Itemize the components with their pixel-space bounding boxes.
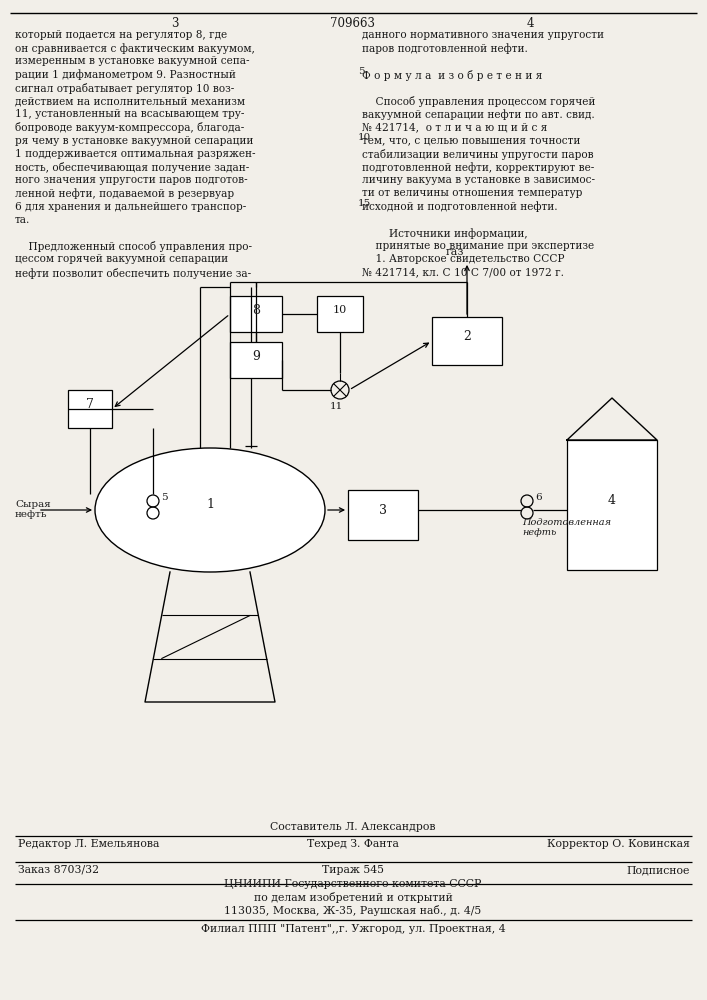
Text: № 421714, кл. С 10 С 7/00 от 1972 г.: № 421714, кл. С 10 С 7/00 от 1972 г. [362, 268, 564, 278]
Text: ность, обеспечивающая получение задан-: ность, обеспечивающая получение задан- [15, 162, 250, 173]
Text: Способ управления процессом горячей: Способ управления процессом горячей [362, 96, 595, 107]
Text: 8: 8 [252, 304, 260, 316]
Bar [567, 440, 657, 570]
Bar [348, 490, 418, 540]
Text: Предложенный способ управления про-: Предложенный способ управления про- [15, 241, 252, 252]
Text: Подписное: Подписное [626, 865, 690, 875]
Text: цессом горячей вакуумной сепарации: цессом горячей вакуумной сепарации [15, 254, 228, 264]
Text: ленной нефти, подаваемой в резервуар: ленной нефти, подаваемой в резервуар [15, 188, 234, 199]
Text: Источники информации,: Источники информации, [362, 228, 527, 239]
Text: 3: 3 [171, 17, 179, 30]
Text: рации 1 дифманометром 9. Разностный: рации 1 дифманометром 9. Разностный [15, 70, 236, 80]
Text: он сравнивается с фактическим вакуумом,: он сравнивается с фактическим вакуумом, [15, 43, 255, 54]
Text: 7: 7 [86, 398, 94, 412]
Text: Тираж 545: Тираж 545 [322, 865, 384, 875]
Text: принятые во внимание при экспертизе: принятые во внимание при экспертизе [362, 241, 594, 251]
Text: вакуумной сепарации нефти по авт. свид.: вакуумной сепарации нефти по авт. свид. [362, 109, 595, 120]
Text: 113035, Москва, Ж-35, Раушская наб., д. 4/5: 113035, Москва, Ж-35, Раушская наб., д. … [224, 905, 481, 916]
Text: 11: 11 [329, 402, 343, 411]
Text: Филиал ППП "Патент",,г. Ужгород, ул. Проектная, 4: Филиал ППП "Патент",,г. Ужгород, ул. Про… [201, 924, 506, 934]
Text: 5: 5 [358, 67, 365, 76]
Text: Корректор О. Ковинская: Корректор О. Ковинская [547, 839, 690, 849]
Bar [230, 296, 282, 332]
Text: № 421714,  о т л и ч а ю щ и й с я: № 421714, о т л и ч а ю щ и й с я [362, 122, 547, 132]
Text: газ: газ [446, 247, 464, 257]
Text: 709663: 709663 [330, 17, 375, 30]
Text: 4: 4 [608, 494, 616, 508]
Text: 5: 5 [161, 493, 168, 502]
Ellipse shape [95, 448, 325, 572]
Text: тем, что, с целью повышения точности: тем, что, с целью повышения точности [362, 136, 580, 146]
Text: ЦНИИПИ Государственного комитета СССР: ЦНИИПИ Государственного комитета СССР [224, 879, 481, 889]
Text: 6 для хранения и дальнейшего транспор-: 6 для хранения и дальнейшего транспор- [15, 202, 246, 212]
Text: Заказ 8703/32: Заказ 8703/32 [18, 865, 99, 875]
Text: действием на исполнительный механизм: действием на исполнительный механизм [15, 96, 245, 106]
Text: 1: 1 [206, 498, 214, 512]
Text: стабилизации величины упругости паров: стабилизации величины упругости паров [362, 149, 594, 160]
Text: Ф о р м у л а  и з о б р е т е н и я: Ф о р м у л а и з о б р е т е н и я [362, 70, 542, 81]
Text: исходной и подготовленной нефти.: исходной и подготовленной нефти. [362, 202, 558, 212]
Text: нефти позволит обеспечить получение за-: нефти позволит обеспечить получение за- [15, 268, 251, 279]
Text: сигнал отрабатывает регулятор 10 воз-: сигнал отрабатывает регулятор 10 воз- [15, 83, 234, 94]
Text: Сырая
нефть: Сырая нефть [15, 500, 51, 519]
Text: 2: 2 [463, 330, 471, 344]
Text: 1. Авторское свидетельство СССР: 1. Авторское свидетельство СССР [362, 254, 564, 264]
Text: 9: 9 [252, 350, 260, 362]
Text: 6: 6 [535, 493, 542, 502]
Text: ного значения упругости паров подготов-: ного значения упругости паров подготов- [15, 175, 247, 185]
Text: 15: 15 [358, 199, 371, 208]
Text: Редактор Л. Емельянова: Редактор Л. Емельянова [18, 839, 159, 849]
Text: подготовленной нефти, корректируют ве-: подготовленной нефти, корректируют ве- [362, 162, 595, 173]
Text: та.: та. [15, 215, 30, 225]
Text: измеренным в установке вакуумной сепа-: измеренным в установке вакуумной сепа- [15, 56, 250, 66]
Bar [432, 317, 502, 365]
Text: личину вакуума в установке в зависимос-: личину вакуума в установке в зависимос- [362, 175, 595, 185]
Text: 10: 10 [333, 305, 347, 315]
Bar [68, 390, 112, 428]
Text: данного нормативного значения упругости: данного нормативного значения упругости [362, 30, 604, 40]
Text: Подготовленная
нефть: Подготовленная нефть [522, 518, 611, 537]
Text: бопроводе вакуум-компрессора, благода-: бопроводе вакуум-компрессора, благода- [15, 122, 244, 133]
Text: 10: 10 [358, 133, 371, 142]
Text: ти от величины отношения температур: ти от величины отношения температур [362, 188, 583, 198]
Text: 1 поддерживается оптимальная разряжен-: 1 поддерживается оптимальная разряжен- [15, 149, 255, 159]
Text: ря чему в установке вакуумной сепарации: ря чему в установке вакуумной сепарации [15, 136, 253, 146]
Bar [230, 342, 282, 378]
Text: Составитель Л. Александров: Составитель Л. Александров [270, 822, 436, 832]
Text: который подается на регулятор 8, где: который подается на регулятор 8, где [15, 30, 227, 40]
Text: по делам изобретений и открытий: по делам изобретений и открытий [254, 892, 452, 903]
Text: 11, установленный на всасывающем тру-: 11, установленный на всасывающем тру- [15, 109, 245, 119]
Text: паров подготовленной нефти.: паров подготовленной нефти. [362, 43, 528, 54]
Text: 4: 4 [526, 17, 534, 30]
Text: Техред З. Фанта: Техред З. Фанта [307, 839, 399, 849]
Text: 3: 3 [379, 504, 387, 518]
Bar [317, 296, 363, 332]
